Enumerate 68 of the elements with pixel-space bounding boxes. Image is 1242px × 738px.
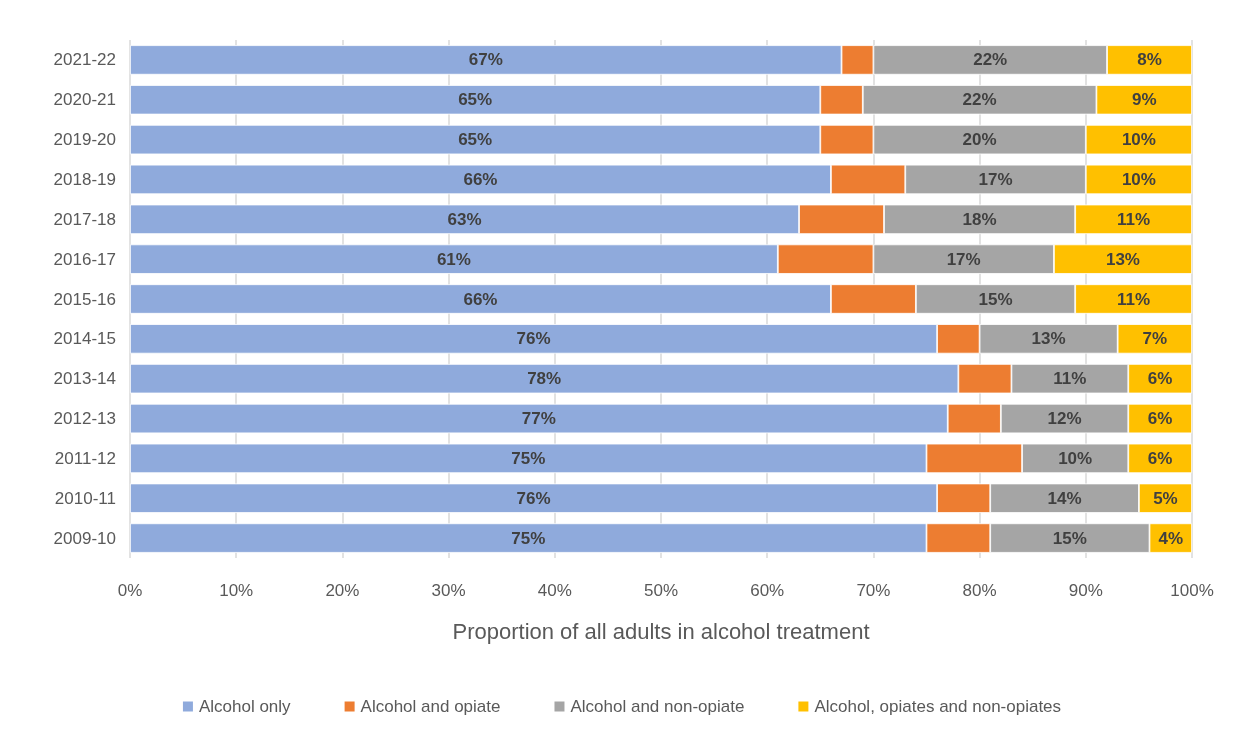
data-label: 22% (962, 90, 997, 110)
data-label: 11% (1117, 209, 1151, 229)
x-tick-label: 100% (1170, 581, 1214, 600)
y-tick-label: 2013-14 (53, 369, 116, 389)
data-label: 10% (1058, 448, 1093, 468)
data-label: 9% (1131, 90, 1157, 110)
y-tick-label: 2019-20 (53, 130, 116, 150)
data-label: 76% (516, 488, 551, 508)
data-label: 17% (978, 169, 1013, 189)
data-label: 8% (1137, 50, 1162, 70)
y-tick-label: 2011-12 (54, 448, 116, 468)
y-tick-label: 2014-15 (53, 329, 116, 349)
x-tick-label: 70% (856, 581, 891, 600)
data-label: 20% (962, 130, 997, 150)
x-tick-label: 60% (750, 581, 785, 600)
data-label: 11% (1053, 369, 1087, 389)
x-tick-label: 50% (643, 581, 679, 600)
data-label: 6% (1147, 409, 1173, 429)
data-label: 15% (1052, 528, 1087, 548)
data-label: 75% (511, 448, 546, 468)
data-label: 10% (1121, 169, 1156, 189)
data-label: 63% (447, 209, 482, 229)
x-tick-label: 20% (325, 581, 360, 600)
data-label: 61% (436, 249, 471, 269)
data-label: 22% (973, 50, 1008, 70)
y-tick-label: 2018-19 (53, 169, 116, 189)
data-label: 12% (1047, 409, 1082, 429)
y-tick-label: 2009-10 (53, 528, 116, 548)
y-tick-label: 2021-22 (53, 50, 116, 70)
data-label: 78% (527, 369, 562, 389)
data-label: 6% (1147, 369, 1173, 389)
x-tick-label: 10% (219, 581, 254, 600)
y-tick-label: 2017-18 (53, 209, 116, 229)
y-tick-label: 2016-17 (53, 249, 116, 269)
x-axis-title: Proportion of all adults in alcohol treatment (452, 618, 870, 644)
data-label: 17% (946, 249, 981, 269)
data-label: 18% (962, 209, 997, 229)
legend-label: Alcohol and non-opiate (570, 697, 745, 716)
data-label: 66% (463, 289, 498, 309)
data-label: 65% (458, 130, 493, 150)
data-label: 5% (1153, 488, 1178, 508)
y-tick-label: 2015-16 (53, 289, 116, 309)
data-label: 6% (1147, 448, 1173, 468)
data-label: 11% (1117, 289, 1151, 309)
data-label: 77% (521, 409, 556, 429)
y-tick-label: 2020-21 (53, 90, 116, 110)
data-label: 13% (1105, 249, 1140, 269)
legend-label: Alcohol and opiate (360, 697, 501, 716)
legend-label: Alcohol only (198, 697, 292, 716)
x-tick-label: 80% (962, 581, 997, 600)
legend-label: Alcohol, opiates and non-opiates (814, 697, 1062, 716)
x-tick-label: 40% (537, 581, 572, 600)
x-tick-label: 0% (117, 581, 143, 600)
data-label: 15% (978, 289, 1013, 309)
data-label: 4% (1158, 528, 1184, 548)
data-label: 65% (458, 90, 493, 110)
data-label: 66% (463, 169, 498, 189)
data-label: 76% (516, 329, 551, 349)
data-label: 13% (1031, 329, 1066, 349)
y-tick-label: 2010-11 (54, 488, 116, 508)
data-label: 10% (1121, 130, 1156, 150)
x-tick-label: 90% (1068, 581, 1103, 600)
data-label: 75% (511, 528, 546, 548)
y-tick-label: 2012-13 (53, 409, 116, 429)
data-label: 14% (1047, 488, 1082, 508)
x-tick-label: 30% (431, 581, 466, 600)
data-label: 67% (468, 50, 503, 70)
data-label: 7% (1142, 329, 1168, 349)
